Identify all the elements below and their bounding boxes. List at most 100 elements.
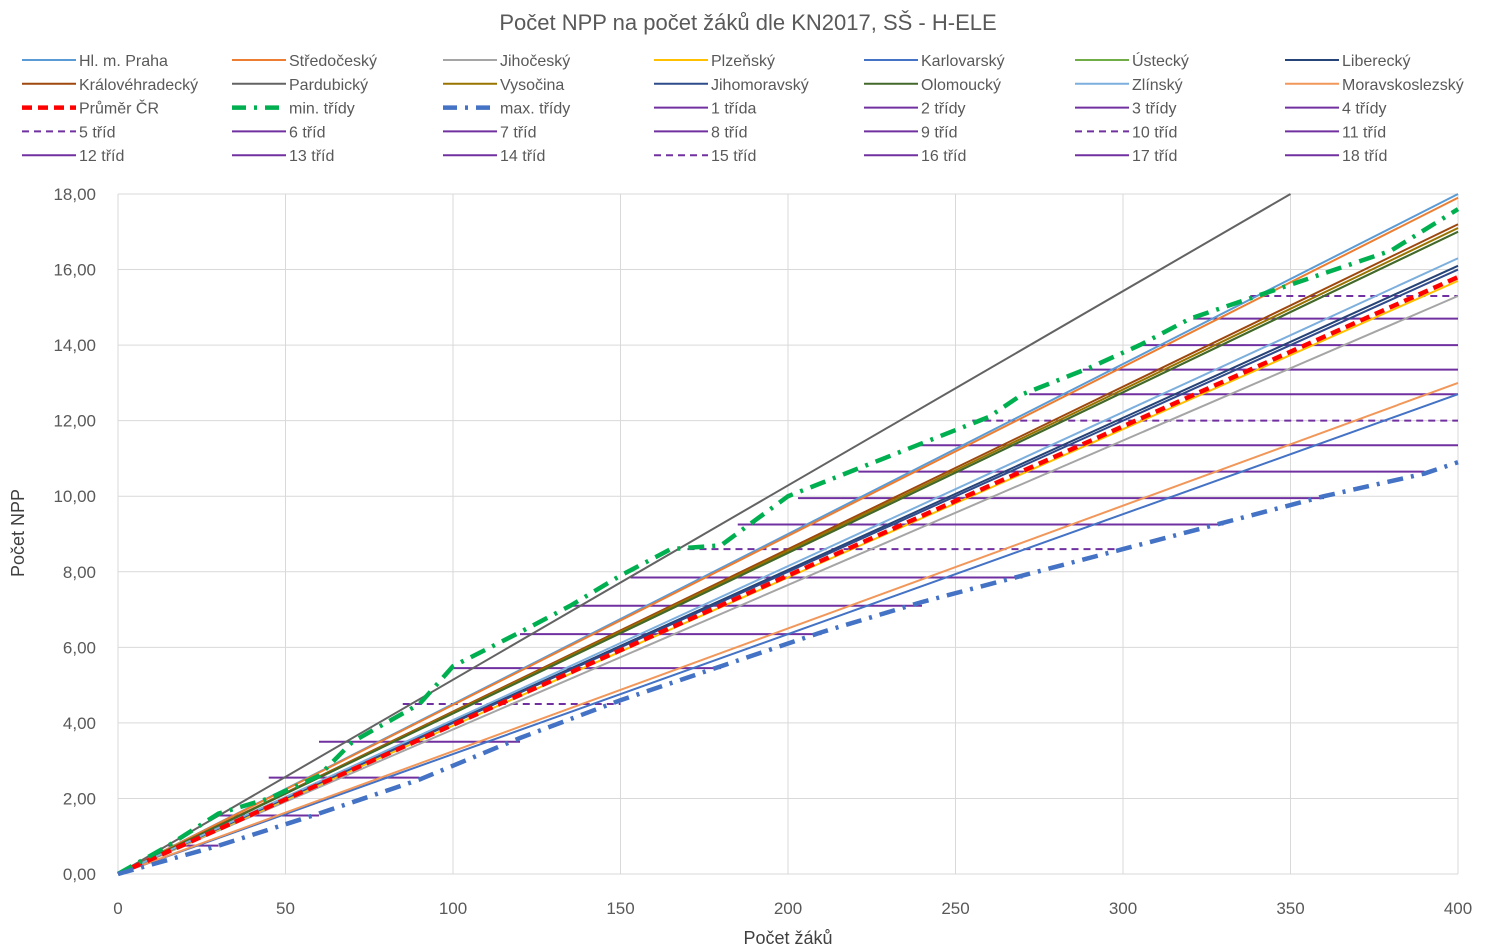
legend-item-10-trid: 10 tříd: [1075, 124, 1177, 141]
legend: Hl. m. Praha Středočeský Jihočeský Plzeňský…: [22, 51, 1464, 165]
y-tick-label: 12,00: [53, 412, 96, 431]
legend-label: Středočeský: [289, 53, 377, 70]
x-axis-label: Počet žáků: [743, 928, 832, 948]
series-line-moravskoslezsky: [117, 381, 1459, 875]
legend-label: 15 tříd: [711, 148, 756, 165]
legend-item-plzensky: Plzeňský: [654, 53, 775, 70]
legend-item-min-tridy: min. třídy: [232, 101, 355, 118]
legend-item-16-trid: 16 tříd: [864, 148, 966, 165]
legend-item-1-trida: 1 třída: [654, 101, 756, 118]
legend-item-jihocesky: Jihočeský: [443, 53, 570, 70]
legend-item-prumer-cr: Průměr ČR: [22, 99, 159, 118]
legend-label: max. třídy: [500, 101, 570, 118]
legend-label: 8 tříd: [711, 124, 747, 141]
legend-label: 7 tříd: [500, 124, 536, 141]
series-line-olomoucky: [117, 230, 1459, 875]
legend-item-13-trid: 13 tříd: [232, 148, 334, 165]
y-tick-label: 8,00: [63, 563, 96, 582]
legend-item-18-trid: 18 tříd: [1285, 148, 1387, 165]
legend-label: 3 třídy: [1132, 101, 1176, 118]
legend-item-8-trid: 8 tříd: [654, 124, 747, 141]
legend-label: 18 tříd: [1342, 148, 1387, 165]
x-tick-label: 350: [1276, 899, 1304, 918]
legend-item-karlovarsky: Karlovarský: [864, 53, 1005, 70]
series-line-zlinsky: [117, 257, 1459, 875]
y-tick-label: 16,00: [53, 261, 96, 280]
legend-label: 1 třída: [711, 101, 756, 118]
legend-label: 14 tříd: [500, 148, 545, 165]
x-tick-label: 50: [276, 899, 295, 918]
legend-item-jihomoravsky: Jihomoravský: [654, 77, 809, 94]
legend-item-olomoucky: Olomoucký: [864, 77, 1001, 94]
legend-label: min. třídy: [289, 101, 355, 118]
y-tick-label: 14,00: [53, 336, 96, 355]
legend-label: 4 třídy: [1342, 101, 1386, 118]
y-tick-label: 2,00: [63, 789, 96, 808]
legend-label: Zlínský: [1132, 77, 1183, 94]
legend-item-6-trid: 6 tříd: [232, 124, 325, 141]
y-tick-label: 10,00: [53, 487, 96, 506]
legend-label: Průměr ČR: [79, 99, 159, 118]
legend-label: Moravskoslezský: [1342, 77, 1464, 94]
legend-label: 17 tříd: [1132, 148, 1177, 165]
x-tick-label: 100: [439, 899, 467, 918]
y-tick-label: 6,00: [63, 638, 96, 657]
y-tick-label: 4,00: [63, 714, 96, 733]
legend-item-max-tridy: max. třídy: [443, 101, 570, 118]
x-tick-label: 0: [113, 899, 122, 918]
legend-item-12-trid: 12 tříd: [22, 148, 124, 165]
legend-label: Vysočina: [500, 77, 564, 94]
legend-label: Hl. m. Praha: [79, 53, 168, 70]
legend-label: 2 třídy: [921, 101, 965, 118]
legend-item-4-tridy: 4 třídy: [1285, 101, 1386, 118]
legend-item-3-tridy: 3 třídy: [1075, 101, 1176, 118]
x-tick-label: 250: [941, 899, 969, 918]
series-line-min-tridy: [116, 207, 1460, 876]
legend-label: Královéhradecký: [79, 77, 198, 94]
legend-item-5-trid: 5 tříd: [22, 124, 115, 141]
legend-label: Olomoucký: [921, 77, 1001, 94]
legend-label: Karlovarský: [921, 53, 1005, 70]
legend-label: Liberecký: [1342, 53, 1410, 70]
legend-item-9-trid: 9 tříd: [864, 124, 957, 141]
legend-label: Pardubický: [289, 77, 368, 94]
y-tick-label: 18,00: [53, 185, 96, 204]
axes: 0,00 2,00 4,00 6,00 8,00 10,00 12,00 14,00 16,00…: [53, 185, 1472, 918]
legend-label: 6 tříd: [289, 124, 325, 141]
legend-item-kralovehradecky: Královéhradecký: [22, 77, 198, 94]
series-line-pardubicky: [117, 193, 1292, 875]
legend-item-14-trid: 14 tříd: [443, 148, 545, 165]
series-line-stredocesky: [117, 196, 1459, 875]
legend-item-stredocesky: Středočeský: [232, 53, 377, 70]
series-line-karlovarsky: [117, 393, 1459, 875]
legend-item-15-trid: 15 tříd: [654, 148, 756, 165]
x-tick-label: 300: [1109, 899, 1137, 918]
legend-item-zlinsky: Zlínský: [1075, 77, 1183, 94]
x-tick-label: 400: [1444, 899, 1472, 918]
legend-label: 9 tříd: [921, 124, 957, 141]
legend-item-11-trid: 11 tříd: [1285, 124, 1386, 141]
gridlines: [117, 193, 1459, 875]
legend-label: 5 tříd: [79, 124, 115, 141]
legend-label: Plzeňský: [711, 53, 775, 70]
legend-item-ustecky: Ústecký: [1075, 51, 1189, 70]
legend-label: Jihočeský: [500, 53, 570, 70]
legend-label: Jihomoravský: [711, 77, 809, 94]
legend-label: 13 tříd: [289, 148, 334, 165]
series-line-jihocesky: [117, 295, 1459, 875]
legend-label: 12 tříd: [79, 148, 124, 165]
y-axis-label: Počet NPP: [8, 489, 28, 577]
x-tick-label: 200: [774, 899, 802, 918]
legend-item-2-tridy: 2 třídy: [864, 101, 965, 118]
x-tick-label: 150: [606, 899, 634, 918]
series-line-prumer-cr: [117, 275, 1459, 877]
legend-item-liberecky: Liberecký: [1285, 53, 1410, 70]
chart-title: Počet NPP na počet žáků dle KN2017, SŠ -…: [499, 10, 996, 35]
series-line-max-tridy: [117, 460, 1459, 877]
legend-item-vysocina: Vysočina: [443, 77, 564, 94]
legend-item-moravskoslezsky: Moravskoslezský: [1285, 77, 1464, 94]
legend-label: 11 tříd: [1342, 124, 1386, 141]
plot-area: [116, 193, 1460, 877]
legend-item-7-trid: 7 tříd: [443, 124, 536, 141]
